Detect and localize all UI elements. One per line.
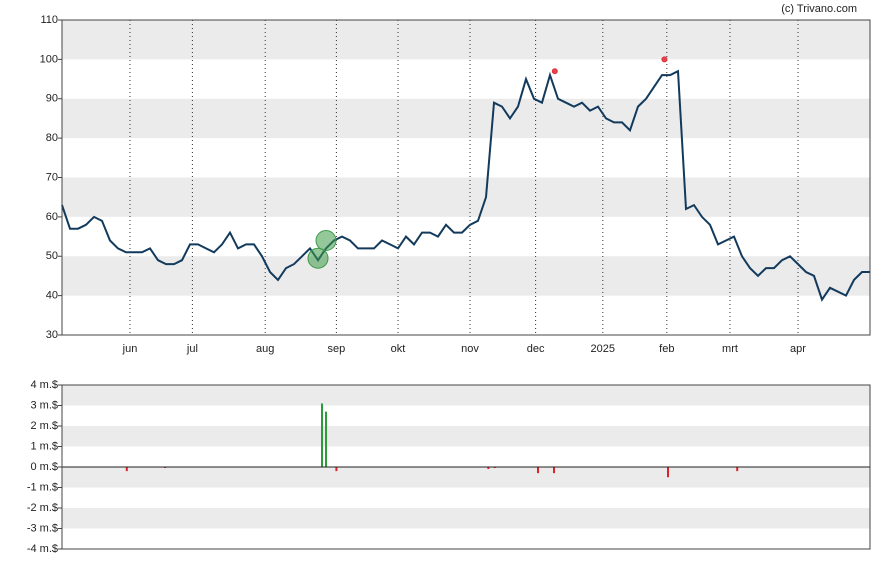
credit: (c) Trivano.com (781, 3, 857, 15)
y-tick-label: 50 (46, 250, 58, 262)
marker (661, 56, 668, 63)
x-tick-label: jul (186, 343, 198, 355)
x-tick-label: 2025 (591, 343, 615, 355)
band (62, 508, 870, 529)
bar (325, 411, 327, 467)
band (62, 256, 870, 296)
x-tick-label: sep (328, 343, 346, 355)
bar (553, 467, 555, 474)
bar (125, 467, 128, 472)
y-tick-label: -1 m.$ (27, 481, 58, 493)
band (62, 385, 870, 406)
bar (667, 467, 669, 478)
y-tick-label: 110 (40, 14, 58, 26)
x-tick-label: jun (122, 343, 138, 355)
marker (551, 68, 558, 75)
y-tick-label: 80 (46, 132, 58, 144)
y-tick-label: 4 m.$ (30, 379, 58, 391)
bar (487, 467, 490, 470)
plot-frame (61, 384, 871, 550)
y-tick-label: 60 (46, 211, 58, 223)
y-tick-label: 40 (46, 290, 58, 302)
y-tick-label: 1 m.$ (30, 440, 58, 452)
band (62, 98, 870, 139)
y-tick-label: 0 m.$ (30, 461, 58, 473)
y-tick-label: 2 m.$ (30, 420, 58, 432)
band (62, 467, 870, 488)
x-tick-label: feb (659, 343, 674, 355)
y-tick-label: -2 m.$ (27, 502, 58, 514)
y-tick-label: -3 m.$ (27, 522, 58, 534)
y-tick-label: 70 (46, 171, 58, 183)
band (62, 426, 870, 447)
bar (335, 467, 338, 472)
marker (315, 230, 337, 251)
bar (164, 467, 167, 469)
y-tick-label: 100 (40, 53, 58, 65)
x-tick-label: mrt (722, 343, 738, 355)
plot-frame (61, 19, 871, 336)
bar (493, 467, 496, 469)
y-tick-label: 30 (46, 329, 58, 341)
band (62, 20, 870, 60)
bar (321, 403, 323, 467)
y-tick-label: -4 m.$ (27, 543, 58, 555)
x-tick-label: apr (790, 343, 806, 355)
x-tick-label: okt (391, 343, 406, 355)
y-tick-label: 90 (46, 93, 58, 105)
y-tick-label: 3 m.$ (30, 399, 58, 411)
x-tick-label: dec (527, 343, 545, 355)
bar (736, 467, 739, 472)
price-line (61, 69, 870, 302)
bar (537, 467, 539, 474)
band (62, 177, 870, 217)
x-tick-label: nov (461, 343, 479, 355)
marker (307, 247, 329, 269)
x-tick-label: aug (256, 343, 274, 355)
